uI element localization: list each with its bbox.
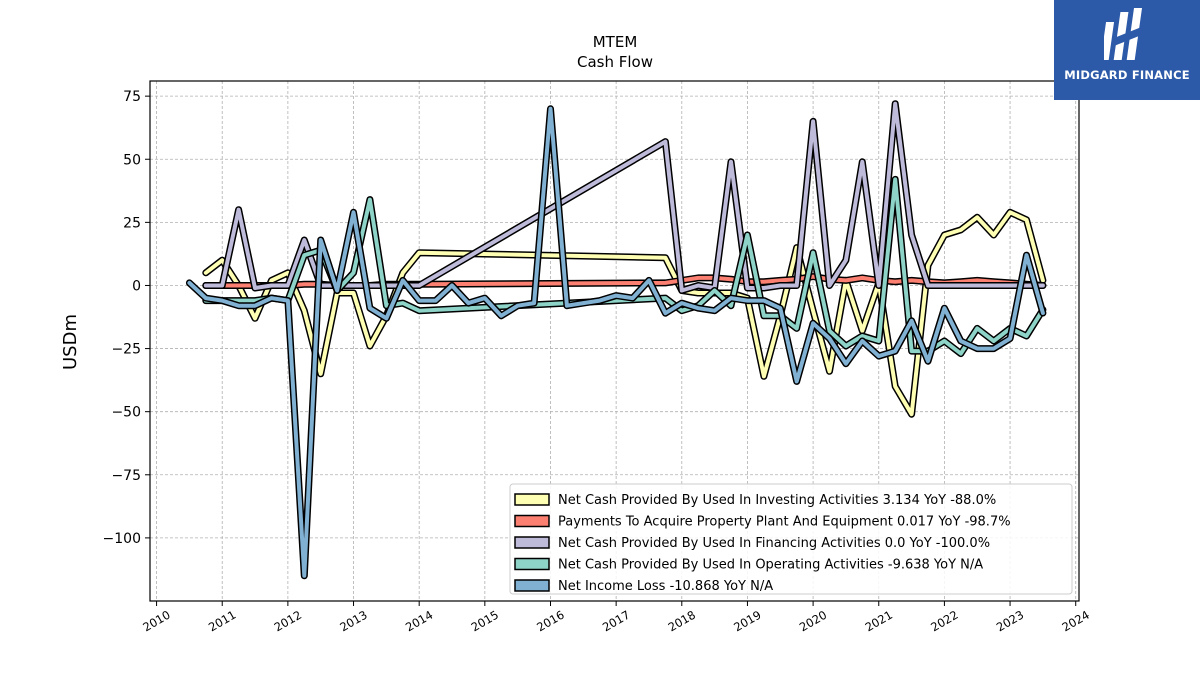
legend-swatch [514,514,550,528]
legend-box [509,483,1073,595]
y-tick-label: 0 [132,278,141,294]
plot-frame [149,80,1080,602]
y-axis-label: USDm [60,314,81,370]
x-tick-label: 2018 [666,608,698,635]
legend: Net Cash Provided By Used In Investing A… [509,483,1073,595]
x-tick-label: 2019 [731,608,763,635]
series-line-3 [203,177,1045,356]
brand-name: MIDGARD FINANCE [1064,68,1190,82]
x-tick-label: 2017 [600,608,632,635]
y-tick-label: −25 [111,342,141,358]
x-tick-label: 2016 [534,608,566,635]
chart-subtitle: Cash Flow [577,53,653,71]
x-tick-label: 2011 [206,608,238,635]
y-tick-label: −100 [103,531,141,547]
series-line-2 [203,101,1045,293]
chart-title: MTEM [593,33,638,51]
y-tick-label: 25 [123,215,141,231]
legend-swatch [514,536,550,549]
legend-label: Payments To Acquire Property Plant And E… [558,515,1011,530]
x-tick-label: 2010 [140,608,172,635]
legend-swatch [514,493,550,506]
x-tick-label: 2024 [1060,608,1092,635]
series-lines [185,100,1047,580]
x-tick-label: 2015 [469,608,501,635]
legend-swatch [514,557,550,571]
y-tick-label: 50 [123,152,141,168]
y-tick-label: −50 [111,405,141,421]
series-line-4 [187,106,1045,578]
brand-mark-icon [1104,8,1144,60]
y-tick-label: 75 [123,89,141,105]
x-tick-label: 2023 [994,608,1026,635]
x-tick-label: 2021 [863,608,895,635]
x-tick-label: 2012 [272,608,304,635]
x-tick-label: 2020 [797,608,829,635]
x-tick-label: 2014 [403,608,435,635]
x-tick-label: 2013 [337,608,369,635]
legend-label: Net Income Loss -10.868 YoY N/A [558,579,773,594]
legend-label: Net Cash Provided By Used In Operating A… [558,558,983,573]
legend-swatch [514,579,550,592]
series-line-0 [203,210,1045,417]
legend-label: Net Cash Provided By Used In Financing A… [558,536,990,551]
brand-logo: MIDGARD FINANCE [1054,0,1200,100]
y-tick-label: −75 [111,468,141,484]
legend-label: Net Cash Provided By Used In Investing A… [558,493,996,508]
x-tick-label: 2022 [928,608,960,635]
